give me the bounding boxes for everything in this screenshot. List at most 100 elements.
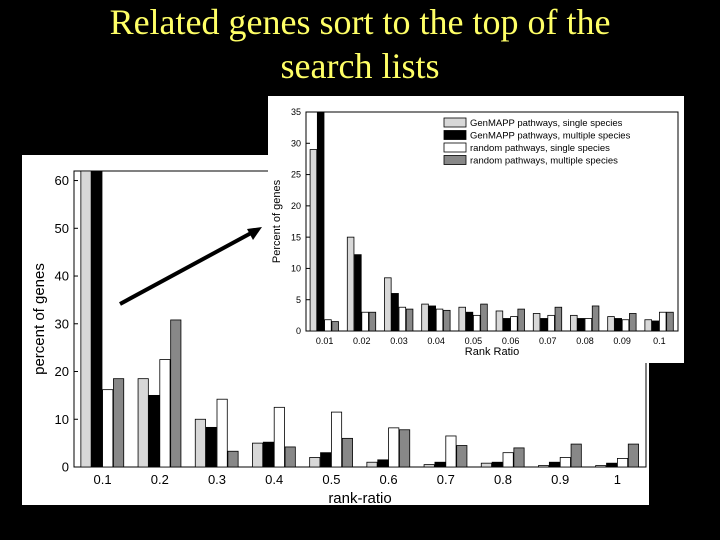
main-bar — [273, 406, 285, 468]
inset-legend-label: GenMAPP pathways, multiple species — [470, 131, 631, 142]
inset-chart-axes-frame — [305, 111, 679, 332]
inset-x-tick-label: 0.04 — [427, 336, 445, 346]
inset-y-tick-label: 0 — [296, 326, 301, 336]
inset-x-tick-label: 0.01 — [316, 336, 334, 346]
inset-bar — [346, 236, 355, 332]
inset-bar — [465, 311, 474, 332]
inset-bar — [354, 254, 362, 332]
main-x-tick-label: 0.2 — [151, 472, 169, 487]
main-bar — [627, 443, 639, 468]
main-bar — [320, 452, 332, 468]
inset-bar — [651, 320, 660, 332]
inset-chart-legend: GenMAPP pathways, single species GenMAPP … — [443, 117, 631, 167]
main-x-tick-label: 0.8 — [494, 472, 512, 487]
inset-x-tick-label: 0.1 — [653, 336, 666, 346]
inset-x-tick-label: 0.07 — [539, 336, 557, 346]
main-bar — [262, 441, 275, 468]
main-bar — [513, 447, 525, 468]
main-bar — [502, 452, 514, 468]
main-x-tick-label: 0.9 — [551, 472, 569, 487]
inset-bar — [361, 311, 369, 332]
inset-x-tick-label: 0.05 — [465, 336, 483, 346]
main-bar — [330, 411, 343, 468]
main-bar — [216, 398, 228, 468]
inset-y-tick-label: 25 — [291, 170, 301, 180]
main-bar — [113, 378, 125, 468]
main-y-tick-label: 50 — [55, 221, 69, 236]
inset-bar — [510, 316, 518, 332]
inset-y-tick-label: 5 — [296, 295, 301, 305]
inset-bar — [621, 319, 630, 332]
main-y-tick-label: 40 — [55, 269, 69, 284]
main-bar — [456, 445, 468, 468]
main-bar — [606, 462, 618, 468]
main-bar — [595, 465, 607, 468]
main-bar — [559, 457, 571, 468]
inset-bar — [391, 293, 399, 332]
main-bar — [377, 459, 389, 468]
main-bar — [159, 359, 171, 468]
inset-bar — [458, 306, 466, 332]
main-bar — [148, 394, 160, 468]
inset-bar — [324, 319, 332, 332]
inset-bar — [547, 314, 555, 332]
inset-bar — [331, 321, 339, 332]
inset-legend-swatch — [443, 117, 467, 128]
inset-legend-swatch — [443, 142, 467, 153]
inset-bar — [405, 308, 414, 332]
inset-bar — [666, 311, 674, 332]
main-bar — [80, 170, 92, 468]
main-y-tick-label: 20 — [55, 364, 69, 379]
main-bar — [91, 170, 103, 468]
inset-bar — [384, 277, 392, 332]
main-bar — [309, 457, 321, 468]
inset-bar-chart: 0 5 10 15 20 25 30 35 0.01 0.02 0.03 0.04 0.05 0.06 0.… — [268, 96, 684, 363]
inset-bar — [577, 318, 585, 332]
inset-bar — [495, 310, 504, 332]
main-bar — [538, 465, 550, 468]
main-bar — [617, 458, 629, 468]
main-bar — [480, 462, 492, 468]
inset-x-tick-label: 0.08 — [576, 336, 594, 346]
main-bar — [548, 461, 560, 468]
main-bar — [284, 446, 296, 468]
inset-x-tick-label: 0.09 — [613, 336, 631, 346]
inset-bar — [316, 111, 325, 332]
inset-legend-label: random pathways, multiple species — [470, 156, 618, 167]
main-bar — [102, 389, 114, 468]
inset-x-tick-label: 0.06 — [502, 336, 520, 346]
inset-y-tick-label: 35 — [291, 107, 301, 117]
inset-chart-y-axis-label: Percent of genes — [271, 179, 283, 263]
main-bar — [570, 443, 582, 468]
inset-bar — [532, 313, 541, 332]
inset-bar — [421, 303, 429, 332]
inset-y-tick-label: 20 — [291, 201, 301, 211]
main-bar — [399, 429, 411, 468]
inset-bar — [658, 311, 667, 332]
slide-title: Related genes sort to the top of the sea… — [0, 0, 720, 88]
main-bar — [137, 378, 149, 468]
main-bar — [170, 319, 182, 468]
inset-bar — [502, 318, 511, 332]
inset-bar — [398, 306, 407, 332]
main-bar — [366, 461, 378, 468]
main-bar — [205, 426, 217, 468]
main-x-tick-label: 0.6 — [380, 472, 398, 487]
main-y-tick-label: 0 — [62, 460, 69, 475]
inset-bar — [554, 306, 563, 332]
main-bar — [341, 437, 353, 468]
inset-bar — [435, 308, 444, 332]
inset-legend-swatch — [443, 155, 467, 165]
main-bar — [252, 442, 264, 468]
main-bar — [194, 418, 206, 468]
inset-y-tick-label: 10 — [291, 264, 301, 274]
main-y-tick-label: 60 — [55, 173, 69, 188]
inset-bar — [517, 308, 525, 332]
inset-bar — [540, 318, 548, 332]
slide-title-line-1: Related genes sort to the top of the — [109, 2, 611, 42]
inset-y-tick-label: 15 — [291, 232, 301, 242]
main-x-tick-label: 0.5 — [322, 472, 340, 487]
inset-x-tick-label: 0.03 — [390, 336, 408, 346]
main-y-tick-label: 10 — [55, 412, 69, 427]
